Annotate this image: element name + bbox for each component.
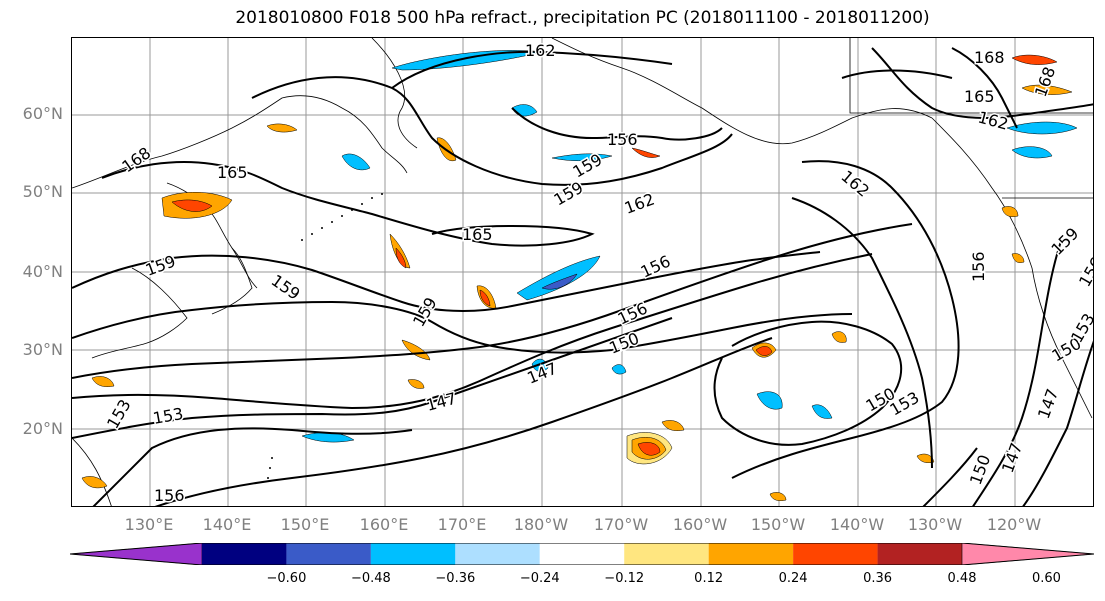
lon-label: 140°W [829,515,885,534]
lat-label-30n: 30°N [22,340,63,359]
lat-label-60n: 60°N [22,104,63,123]
colorbar-cell [455,543,540,565]
colorbar-tick-label: 0.24 [778,571,808,586]
lat-label-20n: 20°N [22,419,63,438]
gridlines [72,38,1093,506]
colorbar-cell [708,543,794,565]
map-title: 2018010800 F018 500 hPa refract., precip… [235,8,930,28]
contour-label: 159 [551,178,587,210]
map-panel: 162 168 165 156 159 159 162 165 159 159 … [71,37,1094,507]
colorbar [70,543,1094,565]
lon-label: 170°E [437,515,487,534]
contour-lines [72,47,1093,506]
colorbar-tick-label: −0.48 [350,571,391,586]
colorbar-tick-label: 0.48 [947,571,977,586]
colorbar-extend-high [961,543,1094,565]
contour-label: 159 [268,271,304,304]
contour-label: 162 [976,108,1010,134]
colorbar-cell [202,543,287,565]
contour-label: 165 [217,163,248,182]
colorbar-tick-label: 0.12 [694,571,724,586]
contour-label: 147 [998,440,1026,475]
colorbar-tick-label: −0.24 [519,571,560,586]
lon-label: 130°W [907,515,963,534]
contour-label: 165 [964,87,995,106]
contour-label: 159 [143,251,178,279]
contour-label: 159 [1047,224,1082,259]
colorbar-tick-label: −0.36 [435,571,476,586]
precip-shading [81,50,1078,501]
contour-label: 147 [1034,386,1062,421]
lon-label: 120°W [986,515,1042,534]
colorbar-tick-label: 0.60 [1031,571,1061,586]
contour-label: 147 [424,389,458,415]
colorbar-cell [370,543,456,565]
colorbar-cell [793,543,878,565]
contour-label: 162 [525,41,556,60]
lon-label: 140°E [202,515,252,534]
colorbar-cell [539,543,625,565]
contour-label: 156 [969,251,988,282]
lon-label: 170°W [593,515,649,534]
colorbar-cell [877,543,962,565]
contour-label: 156 [615,298,651,328]
colorbar-extend-low [70,543,203,565]
colorbar-cell [286,543,371,565]
colorbar-tick-label: 0.36 [863,571,893,586]
lon-label: 160°E [359,515,409,534]
map-plot: 162 168 165 156 159 159 162 165 159 159 … [72,38,1093,506]
lon-label: 130°E [124,515,174,534]
lon-label: 180°W [513,515,569,534]
colorbar-tick-label: −0.12 [604,571,645,586]
contour-label: 168 [974,48,1005,67]
contour-label: 147 [524,359,559,388]
contour-label: 156 [154,486,185,505]
contour-label: 165 [462,225,493,244]
colorbar-tick-label: −0.60 [266,571,307,586]
contour-label: 156 [607,130,638,149]
colorbar-cell [624,543,709,565]
lon-label: 160°W [672,515,728,534]
lon-label: 150°E [280,515,330,534]
lat-label-40n: 40°N [22,262,63,281]
lon-label: 150°W [750,515,806,534]
contour-label: 162 [622,189,657,217]
contour-label: 153 [151,404,184,428]
lat-label-50n: 50°N [22,182,63,201]
contour-label: 150 [606,329,641,358]
